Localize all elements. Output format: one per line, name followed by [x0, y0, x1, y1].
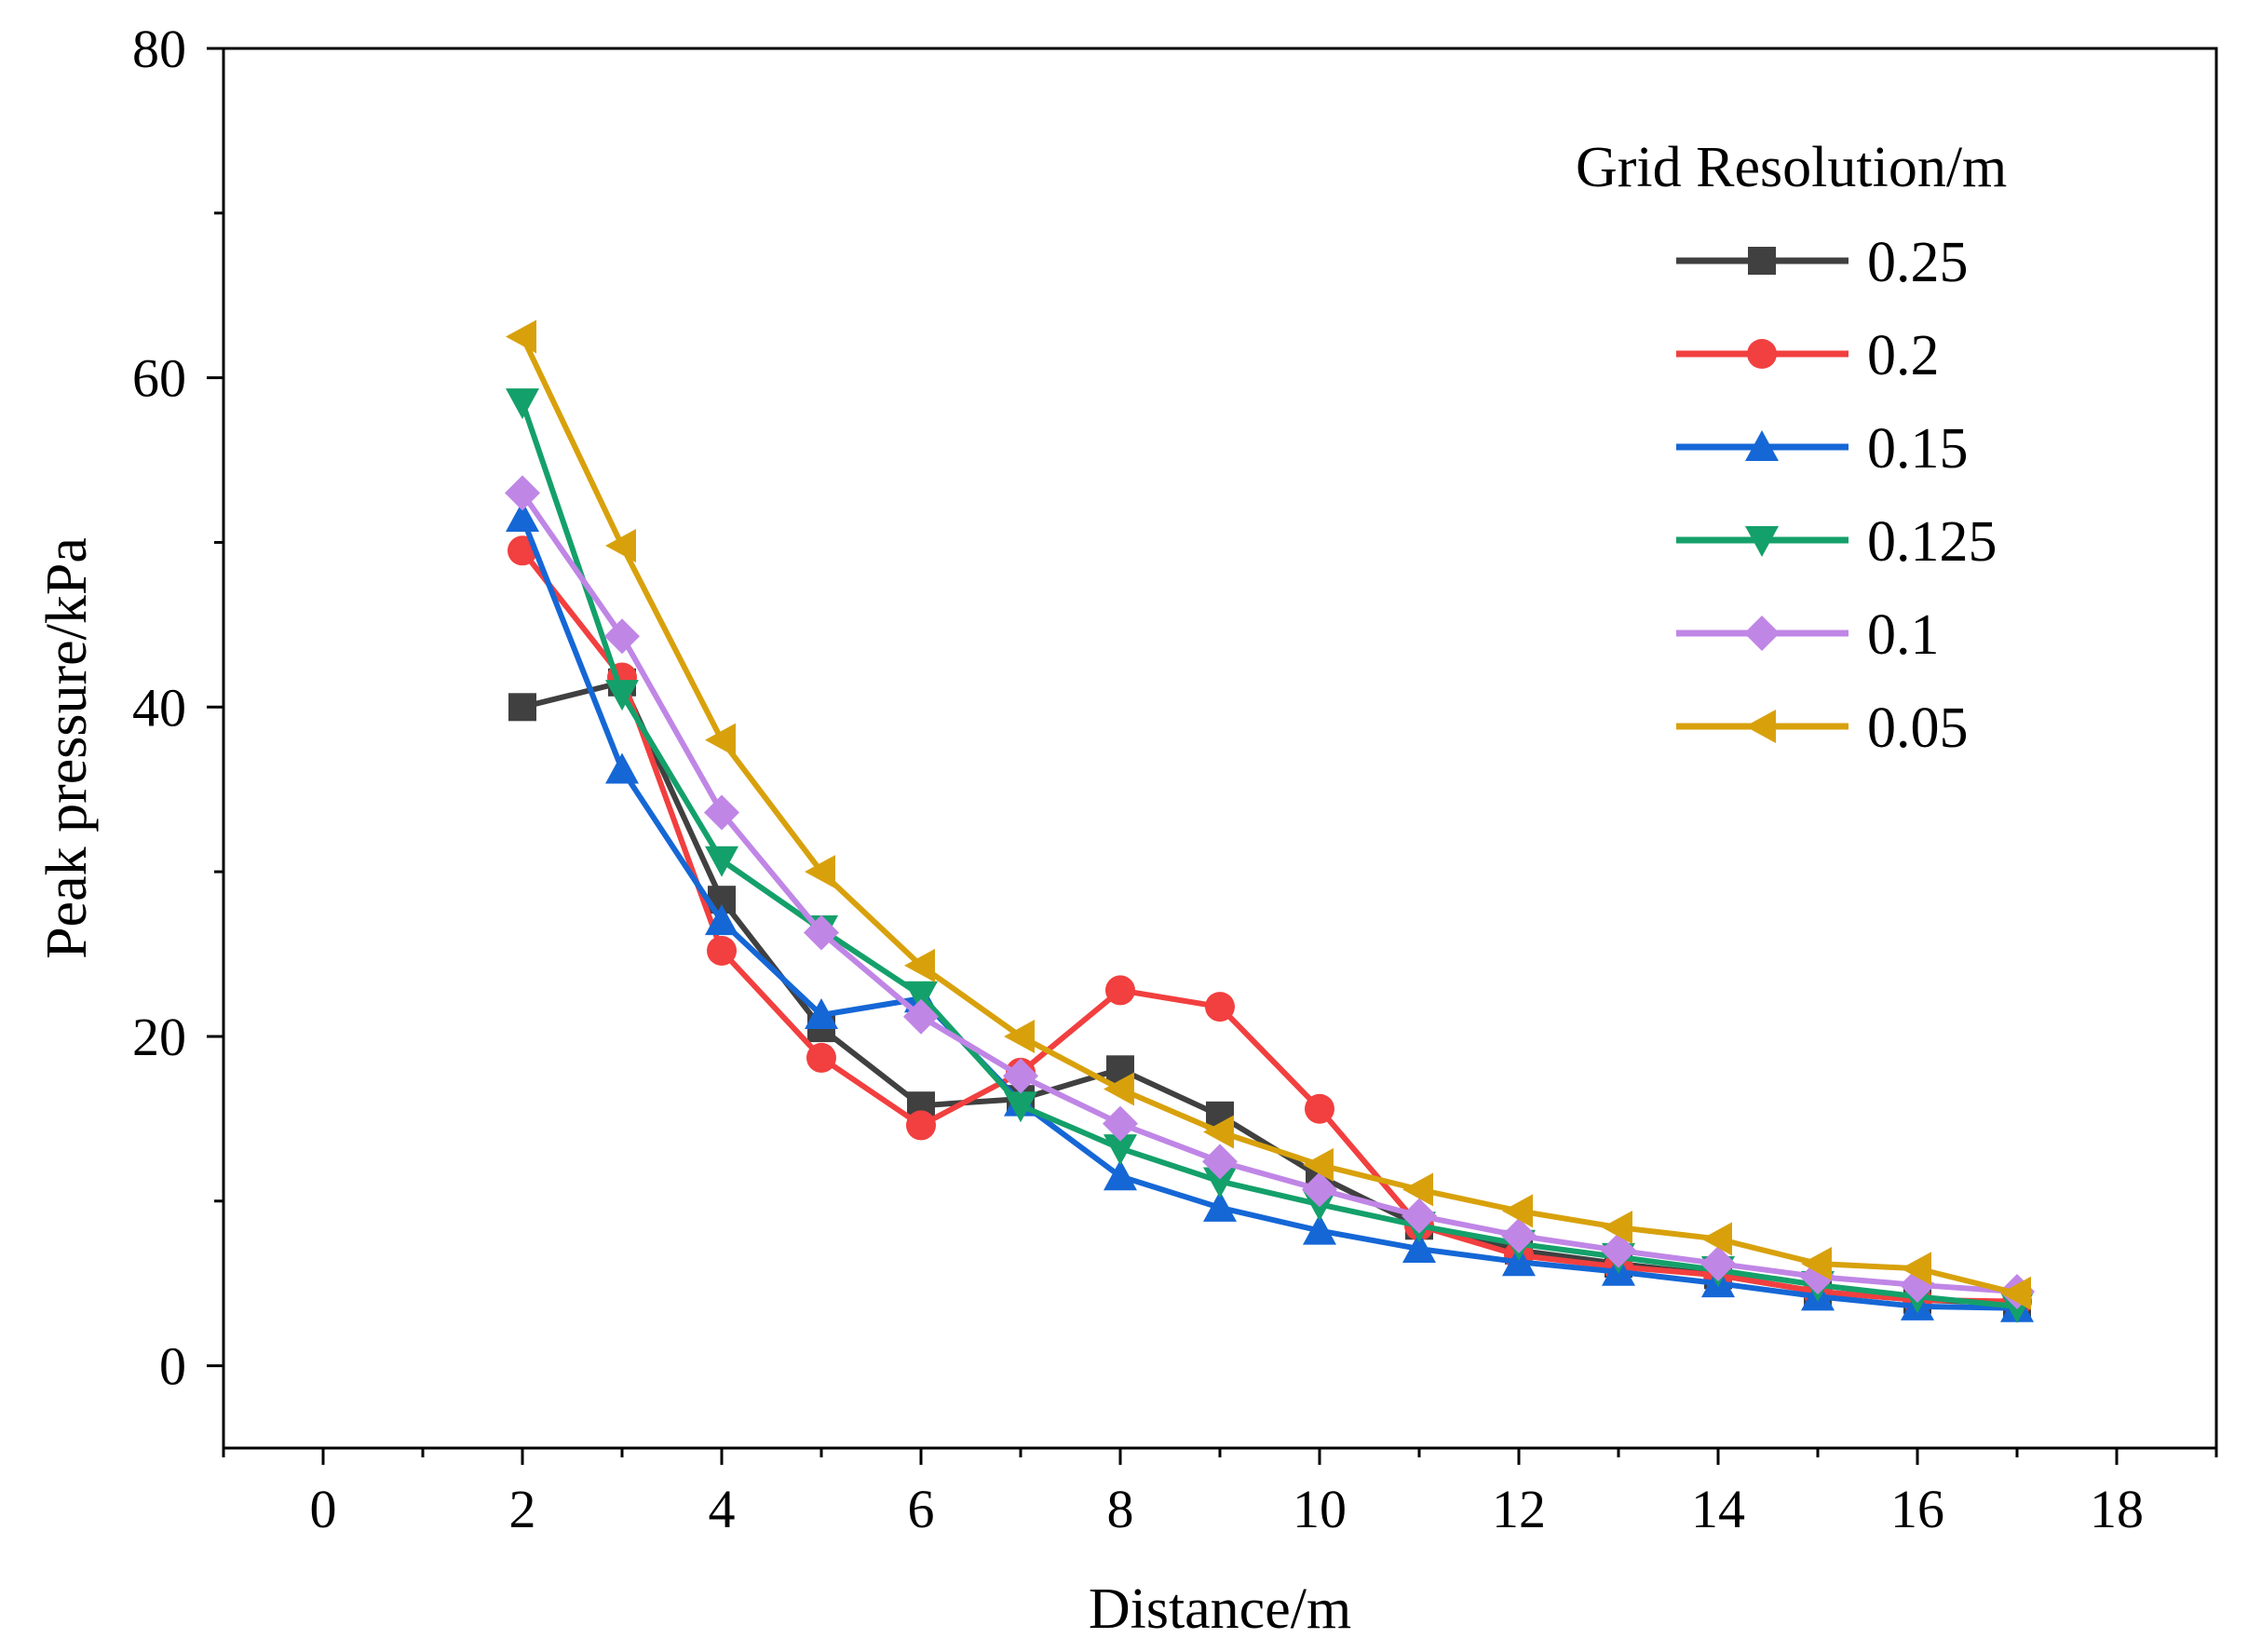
data-point — [1602, 1211, 1632, 1245]
legend-label: 0.1 — [1867, 603, 1940, 667]
y-tick-label: 0 — [159, 1336, 186, 1397]
data-point — [1305, 1093, 1334, 1124]
x-tick-label: 2 — [509, 1479, 536, 1539]
data-point — [605, 680, 639, 711]
data-point — [903, 998, 939, 1035]
data-point — [704, 794, 739, 831]
legend-item: 0.25 — [1676, 231, 1969, 294]
axes: 0 2 4 6 8 10 12 14 16 18 0 20 40 60 80 — [132, 19, 2218, 1539]
x-tick-label: 8 — [1107, 1479, 1134, 1539]
series-0.05 — [506, 319, 2031, 1310]
legend-marker — [1745, 526, 1779, 557]
data-point — [805, 997, 838, 1029]
data-point — [605, 529, 636, 563]
data-point — [1203, 1167, 1237, 1198]
data-point — [1801, 1246, 1832, 1280]
legend-label: 0.125 — [1867, 510, 1997, 574]
data-point — [508, 693, 536, 722]
data-point — [705, 723, 736, 757]
x-tick-label: 18 — [2090, 1479, 2144, 1539]
legend-item: 0.1 — [1676, 603, 1940, 667]
data-point — [1402, 1232, 1436, 1264]
legend-item: 0.2 — [1676, 324, 1940, 387]
legend-item: 0.05 — [1676, 697, 1969, 760]
x-tick-label: 12 — [1492, 1479, 1546, 1539]
data-point — [904, 981, 938, 1012]
data-point — [804, 914, 839, 951]
y-tick-label: 20 — [132, 1007, 186, 1067]
legend-label: 0.15 — [1867, 417, 1969, 481]
y-tick-label: 40 — [132, 677, 186, 738]
data-point — [506, 388, 539, 420]
series-line — [520, 516, 2018, 1311]
series-line — [520, 401, 2018, 1309]
data-point — [1104, 1134, 1137, 1166]
data-point — [904, 948, 935, 982]
y-tick-label: 80 — [132, 19, 186, 79]
data-point — [805, 855, 835, 889]
legend-marker — [1745, 430, 1779, 461]
data-point — [605, 752, 639, 784]
data-point — [1205, 992, 1235, 1022]
data-point — [1701, 1222, 1732, 1256]
legend-item: 0.15 — [1676, 417, 1969, 481]
legend-marker — [1745, 710, 1776, 743]
x-tick-label: 4 — [709, 1479, 736, 1539]
legend-title: Grid Resolution/m — [1576, 136, 2007, 199]
data-point — [1502, 1194, 1533, 1228]
data-point — [1202, 1144, 1238, 1180]
legend-item: 0.125 — [1676, 510, 1997, 574]
legend-label: 0.05 — [1867, 697, 1969, 760]
data-point — [506, 500, 539, 532]
data-point — [1402, 1198, 1437, 1234]
data-point — [2000, 1276, 2031, 1310]
legend-marker — [1748, 247, 1776, 275]
data-point — [1103, 1105, 1138, 1142]
data-point — [705, 904, 738, 936]
legend-items: 0.25 0.2 0.15 0.125 0.1 0.05 — [1676, 231, 1997, 760]
data-point — [1501, 1217, 1537, 1253]
x-tick-label: 0 — [310, 1479, 337, 1539]
data-point — [1004, 1019, 1035, 1053]
data-point — [1203, 1115, 1234, 1149]
x-tick-label: 16 — [1890, 1479, 1944, 1539]
data-point — [1003, 1058, 1038, 1094]
series-line — [520, 548, 2018, 1305]
x-tick-label: 14 — [1691, 1479, 1745, 1539]
y-tick-label: 60 — [132, 348, 186, 409]
legend-label: 0.25 — [1867, 231, 1969, 294]
series-layer — [505, 319, 2035, 1323]
x-tick-label: 6 — [908, 1479, 935, 1539]
data-point — [1105, 975, 1135, 1006]
data-point — [1700, 1245, 1736, 1281]
data-point — [506, 319, 536, 354]
legend-label: 0.2 — [1867, 324, 1940, 387]
data-point — [1303, 1213, 1336, 1245]
data-point — [1601, 1232, 1636, 1268]
data-point — [1302, 1171, 1337, 1208]
data-point — [1104, 1072, 1134, 1106]
legend: Grid Resolution/m 0.25 0.2 0.15 0.125 0.1 0.0… — [1576, 136, 2007, 760]
data-point — [604, 618, 640, 655]
data-point — [1402, 1172, 1433, 1207]
x-axis-title: Distance/m — [1089, 1578, 1351, 1641]
legend-marker — [1744, 616, 1780, 651]
data-point — [1203, 1190, 1237, 1222]
x-tick-label: 10 — [1293, 1479, 1347, 1539]
y-axis-title: Peak pressure/kPa — [35, 537, 99, 959]
series-line — [520, 491, 2018, 1295]
data-point — [906, 1110, 936, 1141]
legend-marker — [1747, 339, 1777, 369]
data-point — [1004, 1091, 1037, 1123]
data-point — [1901, 1252, 1931, 1286]
series-line — [520, 335, 2018, 1296]
data-point — [1104, 1159, 1137, 1191]
data-point — [505, 475, 540, 511]
data-point — [707, 935, 737, 966]
data-point — [705, 846, 738, 877]
data-point — [806, 1042, 836, 1073]
data-point — [1303, 1147, 1334, 1182]
